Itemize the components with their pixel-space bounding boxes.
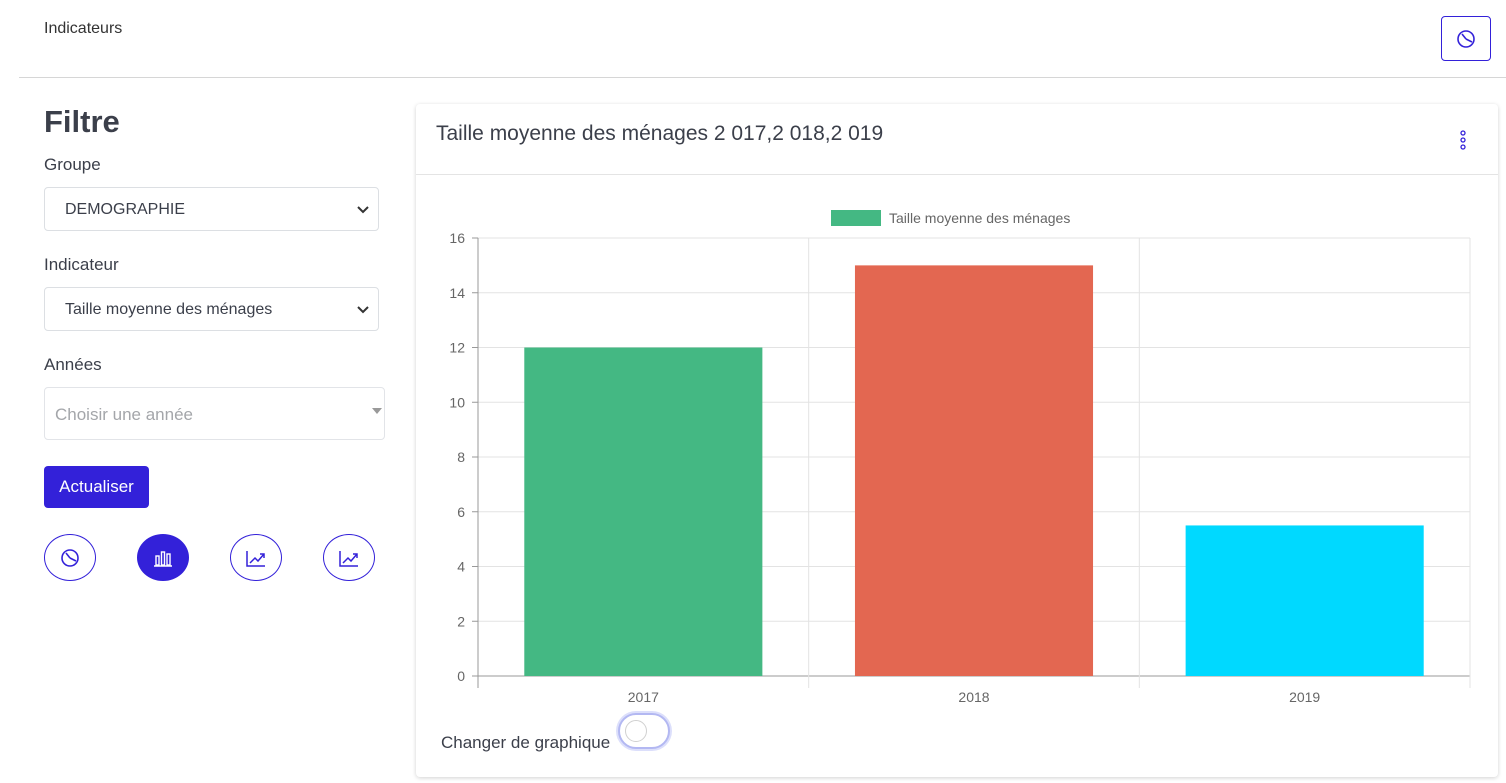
pie-chart-type-button[interactable] xyxy=(44,534,96,581)
more-options-icon[interactable] xyxy=(1458,128,1468,152)
y-tick-label: 2 xyxy=(457,613,465,629)
refresh-button[interactable]: Actualiser xyxy=(44,466,149,508)
y-tick-label: 8 xyxy=(457,449,465,465)
years-select[interactable]: Choisir une année xyxy=(44,387,385,440)
y-tick-label: 10 xyxy=(449,394,465,410)
years-select-placeholder: Choisir une année xyxy=(55,405,193,424)
x-tick-label: 2019 xyxy=(1289,689,1320,705)
y-tick-label: 4 xyxy=(457,559,465,575)
years-label: Années xyxy=(44,355,102,374)
area-chart-type-button[interactable] xyxy=(323,534,375,581)
bar-2019 xyxy=(1185,525,1424,676)
top-bar: Indicateurs xyxy=(0,0,1506,78)
change-chart-toggle[interactable] xyxy=(618,713,670,749)
group-label: Groupe xyxy=(44,155,101,174)
chart-card-title: Taille moyenne des ménages 2 017,2 018,2… xyxy=(436,122,884,145)
indicator-select[interactable]: Taille moyenne des ménages xyxy=(44,287,379,331)
indicator-select-value: Taille moyenne des ménages xyxy=(65,301,273,318)
pie-chart-icon xyxy=(1457,29,1475,48)
x-tick-label: 2018 xyxy=(958,689,989,705)
chevron-down-icon xyxy=(357,306,369,314)
bar-2017 xyxy=(524,347,763,676)
bar-chart-icon xyxy=(154,550,172,567)
group-select-value: DEMOGRAPHIE xyxy=(65,201,186,218)
caret-down-icon xyxy=(372,408,382,414)
toggle-label: Changer de graphique xyxy=(441,733,611,752)
chevron-down-icon xyxy=(357,206,369,214)
toggle-knob xyxy=(625,720,647,742)
y-tick-label: 6 xyxy=(457,504,465,520)
y-tick-label: 0 xyxy=(457,668,465,684)
legend-swatch xyxy=(831,210,881,226)
chart-card-header: Taille moyenne des ménages 2 017,2 018,2… xyxy=(416,104,1498,175)
bar-chart-type-button[interactable] xyxy=(137,534,189,581)
bar-chart: 0 2 4 6 8 10 12 14 16 2017 2018 2019 Taille moyenne … xyxy=(449,210,1471,705)
line-chart-type-button[interactable] xyxy=(230,534,282,581)
y-tick-label: 14 xyxy=(449,285,465,301)
bar-2018 xyxy=(854,265,1094,676)
filter-title: Filtre xyxy=(44,104,120,139)
pie-chart-icon xyxy=(61,548,79,567)
header-divider xyxy=(19,77,1506,78)
page-title: Indicateurs xyxy=(44,20,123,37)
group-select[interactable]: DEMOGRAPHIE xyxy=(44,187,379,231)
line-chart-icon xyxy=(339,550,358,567)
y-tick-label: 16 xyxy=(449,230,465,246)
indicator-label: Indicateur xyxy=(44,255,119,274)
pie-chart-button[interactable] xyxy=(1441,16,1491,61)
legend-label: Taille moyenne des ménages xyxy=(889,210,1070,226)
y-tick-label: 12 xyxy=(449,340,465,356)
line-chart-icon xyxy=(246,550,265,567)
x-tick-label: 2017 xyxy=(628,689,659,705)
